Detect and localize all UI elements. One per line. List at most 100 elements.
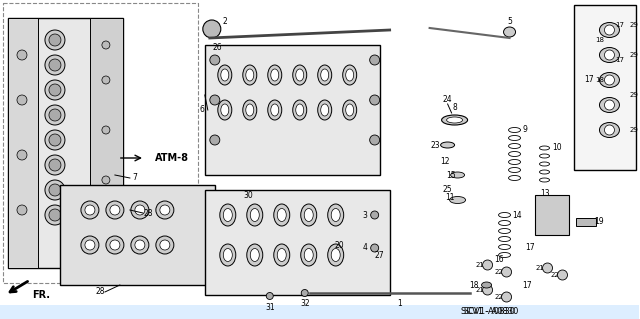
Ellipse shape <box>301 204 317 226</box>
Text: SCV1-A0830: SCV1-A0830 <box>463 307 516 315</box>
Ellipse shape <box>292 100 307 120</box>
Circle shape <box>110 205 120 215</box>
Text: 12: 12 <box>440 158 449 167</box>
Ellipse shape <box>274 204 290 226</box>
Circle shape <box>45 205 65 225</box>
Text: 3: 3 <box>362 211 367 219</box>
Ellipse shape <box>246 104 254 116</box>
Text: 18: 18 <box>595 77 604 83</box>
Ellipse shape <box>301 244 317 266</box>
Text: ATM-8: ATM-8 <box>155 153 189 163</box>
Ellipse shape <box>250 249 259 262</box>
Ellipse shape <box>246 69 254 81</box>
Ellipse shape <box>277 249 286 262</box>
Text: 22: 22 <box>550 272 559 278</box>
Ellipse shape <box>271 104 279 116</box>
Circle shape <box>160 205 170 215</box>
Circle shape <box>131 201 149 219</box>
Ellipse shape <box>220 244 236 266</box>
Circle shape <box>160 240 170 250</box>
Text: SCV1 - A0830: SCV1 - A0830 <box>461 308 518 316</box>
Circle shape <box>106 201 124 219</box>
Text: 23: 23 <box>431 140 440 150</box>
Ellipse shape <box>600 98 620 113</box>
Ellipse shape <box>600 48 620 63</box>
Circle shape <box>102 126 110 134</box>
Ellipse shape <box>332 249 340 262</box>
Circle shape <box>210 55 220 65</box>
Ellipse shape <box>247 244 263 266</box>
Ellipse shape <box>332 209 340 221</box>
Ellipse shape <box>304 209 313 221</box>
Ellipse shape <box>342 100 356 120</box>
Ellipse shape <box>481 282 492 288</box>
Ellipse shape <box>346 104 354 116</box>
Ellipse shape <box>221 104 228 116</box>
Text: 24: 24 <box>443 95 452 105</box>
Text: FR.: FR. <box>32 290 50 300</box>
Circle shape <box>45 105 65 125</box>
Text: 18: 18 <box>469 280 478 290</box>
Ellipse shape <box>243 65 257 85</box>
Ellipse shape <box>266 293 273 300</box>
Circle shape <box>49 159 61 171</box>
Text: 1: 1 <box>397 299 402 308</box>
Circle shape <box>135 205 145 215</box>
Circle shape <box>604 100 614 110</box>
Ellipse shape <box>317 65 332 85</box>
Circle shape <box>156 201 174 219</box>
Ellipse shape <box>271 69 279 81</box>
Text: 17: 17 <box>525 243 534 253</box>
Circle shape <box>17 150 27 160</box>
Ellipse shape <box>274 244 290 266</box>
Ellipse shape <box>600 72 620 87</box>
Circle shape <box>17 205 27 215</box>
Ellipse shape <box>447 117 463 123</box>
Ellipse shape <box>328 204 344 226</box>
Ellipse shape <box>371 244 379 252</box>
Text: 21: 21 <box>535 265 544 271</box>
Circle shape <box>502 292 511 302</box>
Bar <box>90 18 123 268</box>
Text: 20: 20 <box>335 241 344 249</box>
Text: 5: 5 <box>507 18 512 26</box>
Circle shape <box>106 236 124 254</box>
Text: 17: 17 <box>615 57 624 63</box>
Circle shape <box>102 41 110 49</box>
Ellipse shape <box>250 209 259 221</box>
Ellipse shape <box>223 209 232 221</box>
Circle shape <box>81 201 99 219</box>
Text: 17: 17 <box>615 22 624 28</box>
Ellipse shape <box>218 65 232 85</box>
Bar <box>0 305 639 319</box>
Text: 17: 17 <box>585 76 595 85</box>
Ellipse shape <box>321 104 329 116</box>
Ellipse shape <box>296 104 304 116</box>
Circle shape <box>49 209 61 221</box>
Text: 7: 7 <box>132 174 138 182</box>
Text: 8: 8 <box>452 103 457 113</box>
Text: 6: 6 <box>200 106 204 115</box>
Circle shape <box>45 155 65 175</box>
Circle shape <box>604 125 614 135</box>
Text: 2: 2 <box>223 18 227 26</box>
Circle shape <box>102 76 110 84</box>
Circle shape <box>370 135 380 145</box>
Circle shape <box>131 236 149 254</box>
Text: 22: 22 <box>494 269 503 275</box>
Ellipse shape <box>243 100 257 120</box>
Text: 21: 21 <box>475 287 484 293</box>
Text: 13: 13 <box>540 189 549 197</box>
Text: 30: 30 <box>243 190 253 199</box>
Circle shape <box>502 267 511 277</box>
Bar <box>3 3 198 283</box>
Ellipse shape <box>221 69 228 81</box>
Text: 28: 28 <box>95 287 105 296</box>
Ellipse shape <box>223 249 232 262</box>
Text: 14: 14 <box>512 211 522 219</box>
Circle shape <box>102 176 110 184</box>
Ellipse shape <box>600 122 620 137</box>
Circle shape <box>45 130 65 150</box>
Ellipse shape <box>220 204 236 226</box>
Ellipse shape <box>296 69 304 81</box>
